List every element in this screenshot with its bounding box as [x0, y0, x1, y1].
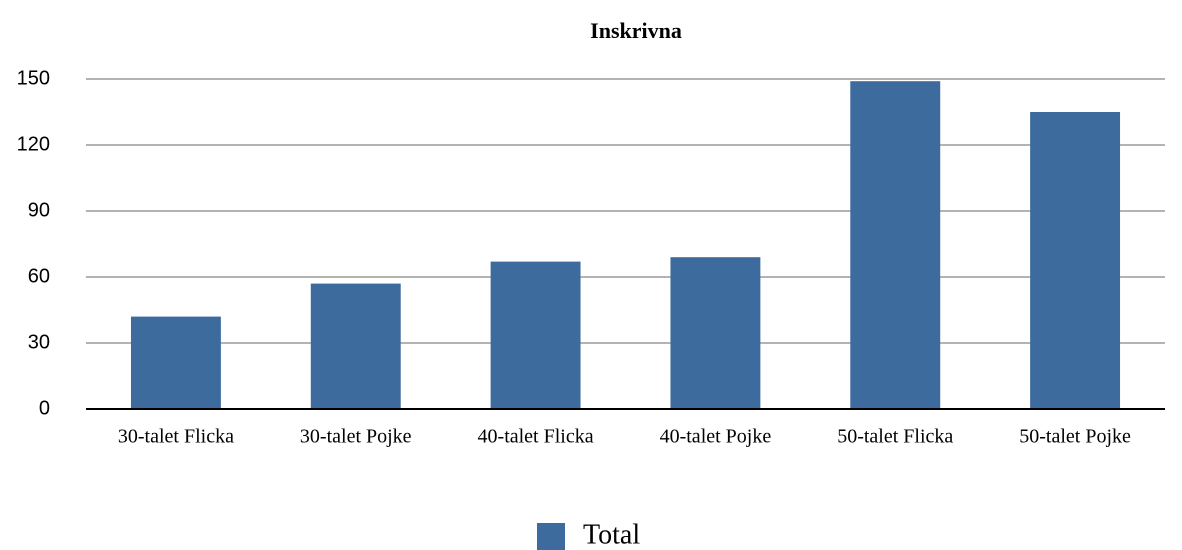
y-tick-label: 30 [28, 331, 50, 353]
y-tick-label: 120 [17, 133, 50, 155]
bar [310, 283, 401, 409]
bar [850, 81, 941, 409]
legend-label: Total [583, 519, 640, 550]
bar [490, 261, 581, 409]
bar [130, 316, 221, 409]
x-tick-label: 50-talet Pojke [1019, 426, 1131, 448]
y-tick-label: 0 [39, 397, 50, 419]
x-tick-label: 40-talet Pojke [660, 426, 772, 448]
x-tick-label: 30-talet Pojke [300, 426, 412, 448]
y-tick-label: 150 [17, 67, 50, 89]
chart-title: Inskrivna [590, 18, 682, 43]
y-tick-label: 90 [28, 199, 50, 221]
x-tick-label: 30-talet Flicka [118, 426, 234, 448]
bar [1030, 112, 1121, 409]
y-tick-label: 60 [28, 265, 50, 287]
x-tick-label: 50-talet Flicka [837, 426, 953, 448]
bar [670, 257, 761, 409]
x-tick-label: 40-talet Flicka [478, 426, 594, 448]
legend-swatch [537, 523, 565, 550]
